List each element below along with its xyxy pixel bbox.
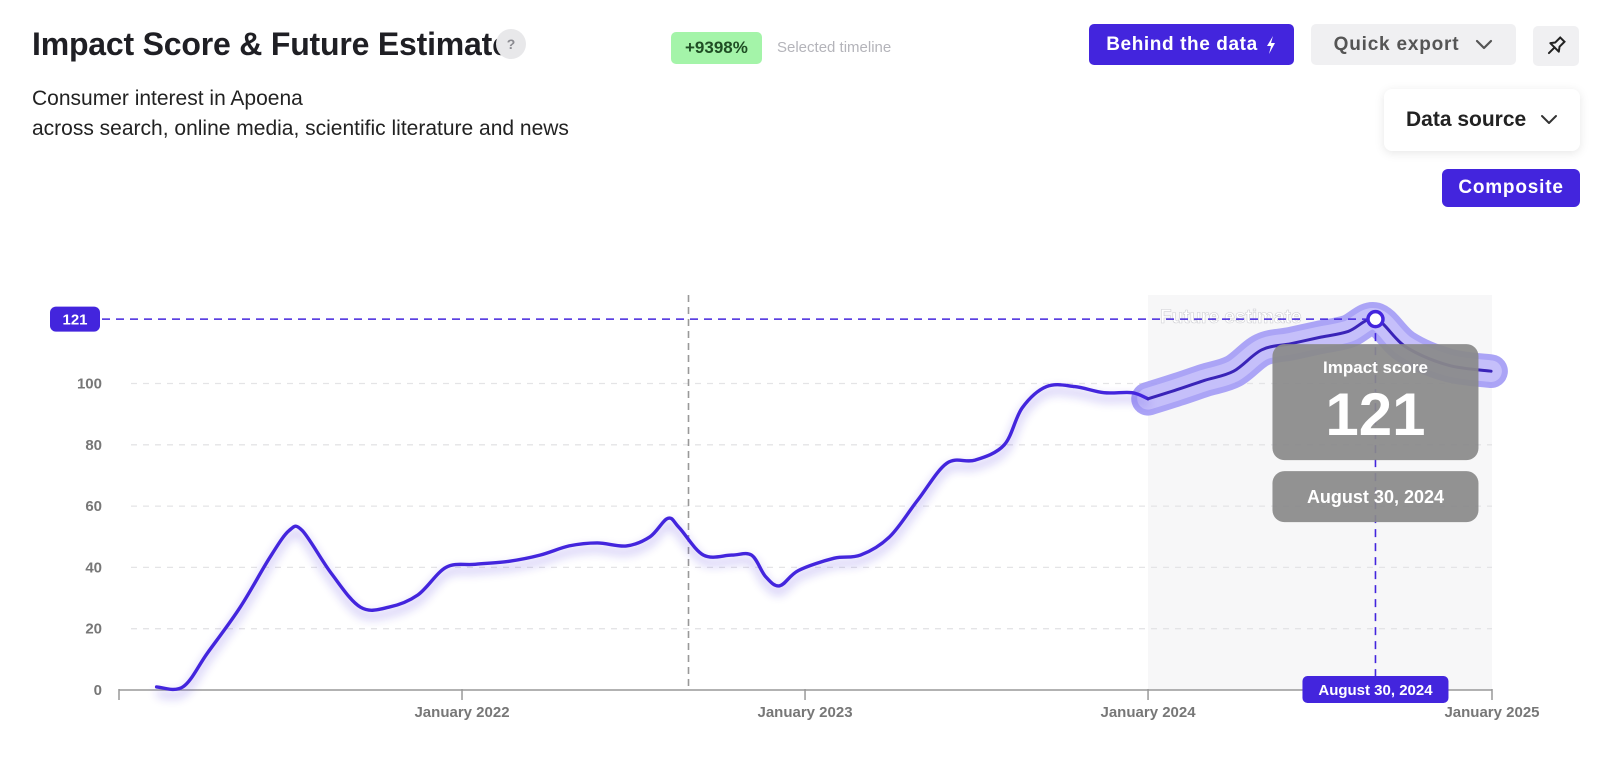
pin-button[interactable] bbox=[1533, 26, 1579, 66]
x-tick-label: January 2022 bbox=[414, 704, 509, 721]
reference-value-badge: 121 bbox=[50, 306, 100, 332]
chevron-down-icon bbox=[1476, 39, 1493, 49]
quick-export-button[interactable]: Quick export bbox=[1311, 24, 1516, 65]
x-tick-label: January 2023 bbox=[757, 704, 852, 721]
tooltip: Impact score 121 August 30, 2024 bbox=[1272, 344, 1479, 523]
y-tick-label: 60 bbox=[85, 498, 102, 515]
data-source-label: Data source bbox=[1406, 108, 1527, 131]
future-estimate-label: Future estimate bbox=[1160, 307, 1301, 328]
tooltip-value: 121 bbox=[1325, 381, 1425, 448]
x-tick-label: January 2025 bbox=[1444, 704, 1539, 721]
page-title: Impact Score & Future Estimate bbox=[32, 26, 510, 62]
selected-timeline-label: Selected timeline bbox=[777, 39, 892, 56]
tooltip-title: Impact score bbox=[1323, 358, 1428, 377]
x-date-badge: August 30, 2024 bbox=[1302, 676, 1449, 703]
lightning-icon bbox=[1266, 35, 1275, 54]
chevron-down-icon bbox=[1541, 115, 1557, 124]
y-tick-label: 40 bbox=[85, 559, 102, 576]
composite-button[interactable]: Composite bbox=[1442, 169, 1580, 207]
subtitle-line-1: Consumer interest in Apoena bbox=[32, 87, 303, 110]
y-tick-label: 80 bbox=[85, 437, 102, 454]
y-tick-label: 100 bbox=[77, 376, 102, 393]
reference-value-label: 121 bbox=[62, 312, 87, 329]
x-date-badge-label: August 30, 2024 bbox=[1318, 682, 1433, 699]
behind-the-data-label: Behind the data bbox=[1106, 33, 1258, 55]
help-icon[interactable]: ? bbox=[496, 29, 526, 59]
page-subtitle: Consumer interest in Apoena across searc… bbox=[32, 84, 569, 144]
historical-series-glow bbox=[156, 387, 1150, 699]
data-source-dropdown[interactable]: Data source bbox=[1384, 89, 1580, 151]
behind-the-data-button[interactable]: Behind the data bbox=[1089, 24, 1294, 65]
y-tick-label: 20 bbox=[85, 621, 102, 638]
quick-export-label: Quick export bbox=[1333, 33, 1460, 55]
subtitle-line-2: across search, online media, scientific … bbox=[32, 117, 569, 140]
change-percent-badge: +9398% bbox=[671, 32, 762, 64]
y-tick-label: 0 bbox=[94, 682, 102, 699]
y-axis: 0 20 40 60 80 100 bbox=[77, 376, 102, 700]
pin-icon bbox=[1547, 36, 1566, 55]
tooltip-date: August 30, 2024 bbox=[1307, 487, 1444, 507]
x-axis: January 2022 January 2023 January 2024 Janu… bbox=[118, 689, 1540, 721]
x-tick-label: January 2024 bbox=[1101, 704, 1197, 721]
hover-point-marker bbox=[1366, 309, 1385, 329]
historical-series-line bbox=[154, 383, 1150, 692]
